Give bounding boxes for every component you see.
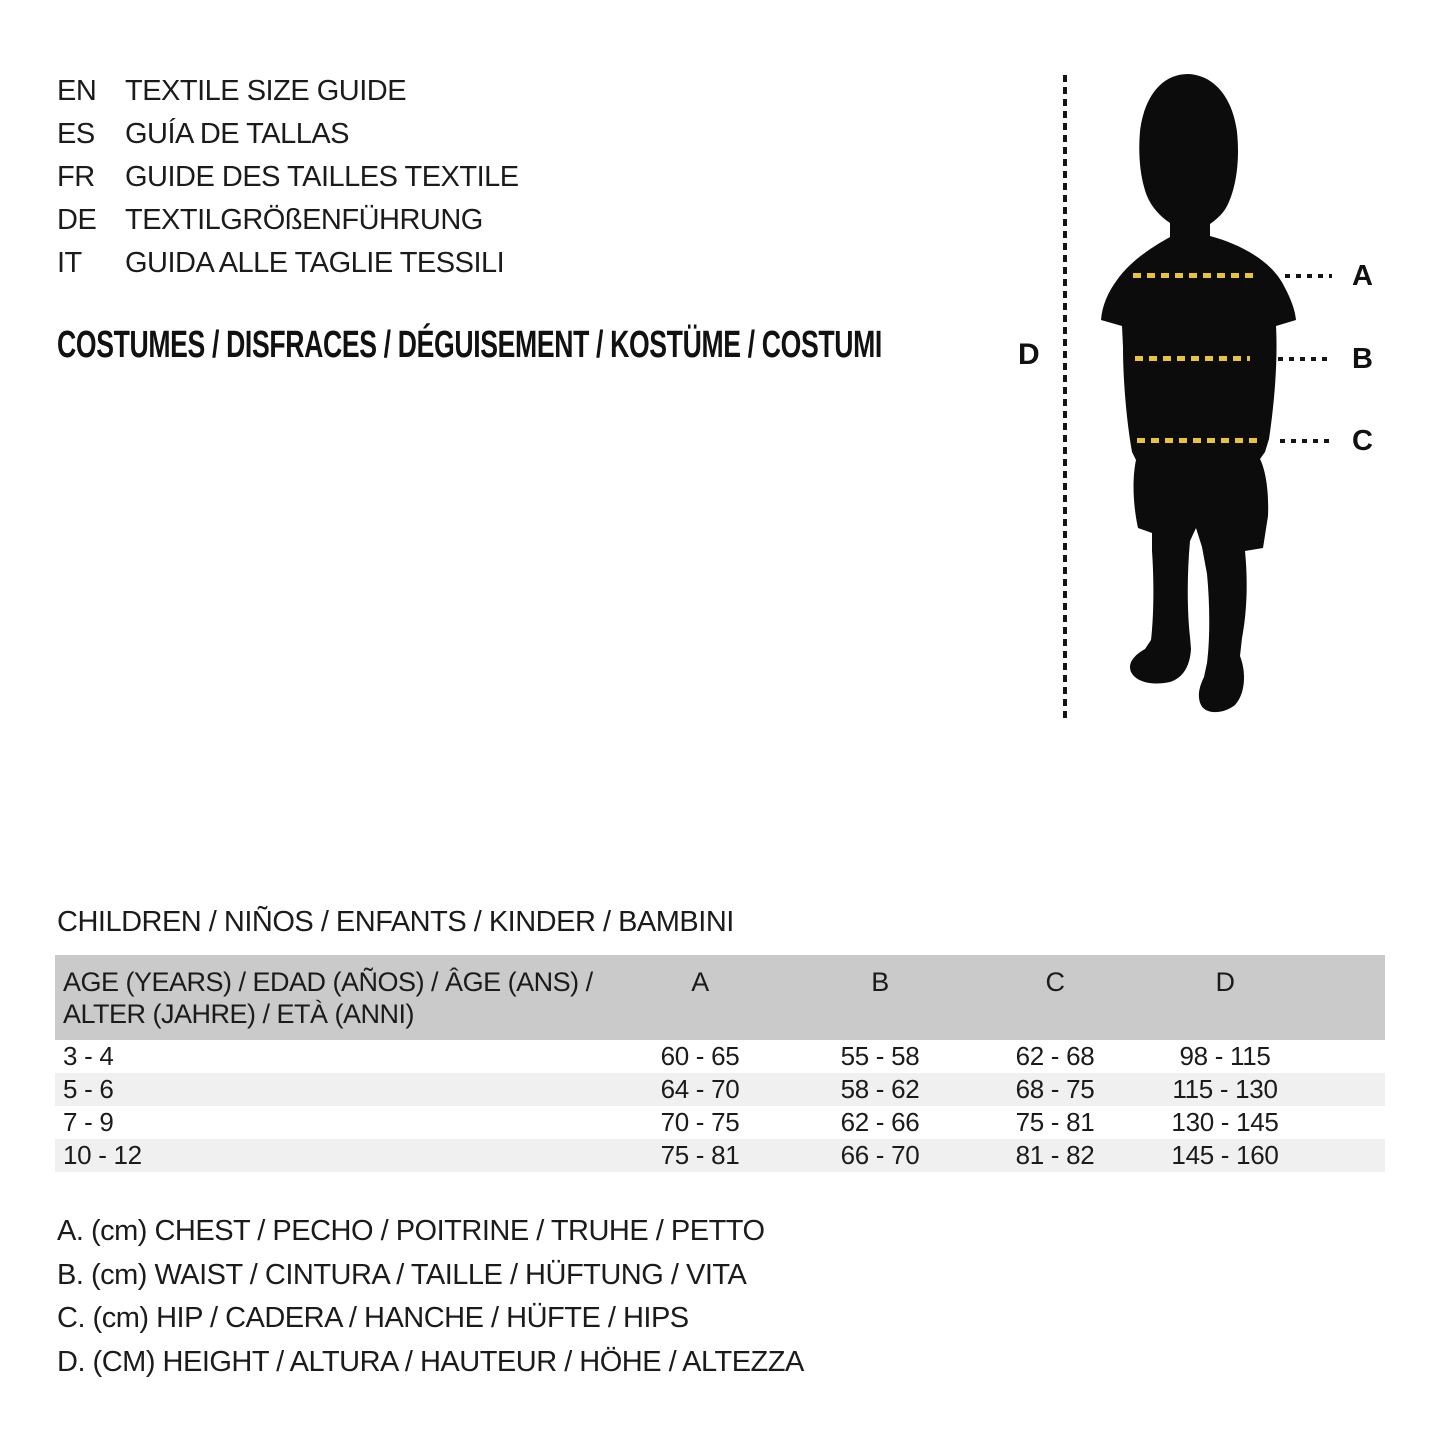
table-row: 7 - 9 70 - 75 62 - 66 75 - 81 130 - 145 — [55, 1106, 1385, 1139]
chest-value: 70 - 75 — [660, 1107, 740, 1137]
language-row: DE TEXTILGRÖßENFÜHRUNG — [57, 199, 519, 242]
language-title: GUIDA ALLE TAGLIE TESSILI — [125, 247, 505, 279]
language-row: EN TEXTILE SIZE GUIDE — [57, 70, 519, 113]
chest-value: 75 - 81 — [600, 1139, 800, 1172]
column-header-d: D — [1150, 955, 1300, 1040]
filler-cell — [1300, 1139, 1385, 1172]
age-cell: 5 - 6 — [55, 1073, 600, 1106]
waist-dash-line — [1135, 356, 1250, 361]
legend-line-waist: B. (cm) WAIST / CINTURA / TAILLE / HÜFTU… — [57, 1258, 747, 1291]
language-row: ES GUÍA DE TALLAS — [57, 113, 519, 156]
filler-cell — [1300, 1106, 1385, 1139]
waist-value: 62 - 66 — [840, 1107, 920, 1137]
filler-cell — [1300, 1073, 1385, 1106]
language-code: IT — [57, 247, 82, 279]
measure-label-b: B — [1352, 343, 1373, 375]
age-cell: 10 - 12 — [55, 1139, 600, 1172]
table-row: 3 - 4 60 - 65 55 - 58 62 - 68 98 - 115 — [55, 1040, 1385, 1073]
height-value: 130 - 145 — [1171, 1107, 1279, 1137]
column-header-filler — [1300, 955, 1385, 1040]
column-header-c: C — [960, 955, 1150, 1040]
language-row: FR GUIDE DES TAILLES TEXTILE — [57, 156, 519, 199]
table-header-row: AGE (YEARS) / EDAD (AÑOS) / ÂGE (ANS) / … — [55, 955, 1385, 1040]
hip-value: 68 - 75 — [960, 1073, 1150, 1106]
age-column-header: AGE (YEARS) / EDAD (AÑOS) / ÂGE (ANS) / … — [55, 955, 600, 1040]
filler-cell — [1300, 1040, 1385, 1073]
size-table: AGE (YEARS) / EDAD (AÑOS) / ÂGE (ANS) / … — [55, 955, 1385, 1172]
measure-label-c: C — [1352, 425, 1373, 457]
language-title: GUIDE DES TAILLES TEXTILE — [125, 161, 519, 193]
age-cell: 3 - 4 — [63, 1041, 114, 1071]
hip-value: 62 - 68 — [1015, 1041, 1095, 1071]
waist-value: 66 - 70 — [800, 1139, 960, 1172]
age-header-line2: ALTER (JAHRE) / ETÀ (ANNI) — [63, 999, 415, 1029]
legend-line-chest: A. (cm) CHEST / PECHO / POITRINE / TRUHE… — [57, 1215, 765, 1247]
legend-line-height: D. (CM) HEIGHT / ALTURA / HAUTEUR / HÖHE… — [57, 1345, 804, 1378]
height-value: 115 - 130 — [1150, 1073, 1300, 1106]
height-dotted-line — [1063, 75, 1067, 723]
measure-label-a: A — [1352, 260, 1373, 292]
measurement-figure: D A B C — [1000, 60, 1445, 750]
hip-value: 75 - 81 — [1015, 1107, 1095, 1137]
children-section-title: CHILDREN / NIÑOS / ENFANTS / KINDER / BA… — [57, 906, 734, 938]
language-title: TEXTILE SIZE GUIDE — [125, 75, 407, 107]
language-title: GUÍA DE TALLAS — [125, 118, 350, 150]
waist-value: 55 - 58 — [840, 1041, 920, 1071]
column-header-b: B — [800, 955, 960, 1040]
child-silhouette-image — [1101, 74, 1296, 713]
chest-value: 60 - 65 — [660, 1041, 740, 1071]
waist-value: 58 - 62 — [800, 1073, 960, 1106]
language-title: TEXTILGRÖßENFÜHRUNG — [125, 204, 483, 236]
table-row: 10 - 12 75 - 81 66 - 70 81 - 82 145 - 16… — [55, 1139, 1385, 1172]
language-code: FR — [57, 161, 95, 193]
legend-line-hip: C. (cm) HIP / CADERA / HANCHE / HÜFTE / … — [57, 1302, 689, 1334]
height-value: 98 - 115 — [1179, 1041, 1271, 1071]
age-header-line1: AGE (YEARS) / EDAD (AÑOS) / ÂGE (ANS) / — [63, 967, 593, 997]
language-code: EN — [57, 75, 97, 107]
chest-dash-line — [1133, 273, 1253, 278]
measure-label-d: D — [1018, 338, 1040, 371]
language-row: IT GUIDA ALLE TAGLIE TESSILI — [57, 242, 519, 285]
chest-connector-dots — [1285, 274, 1332, 278]
age-cell: 7 - 9 — [63, 1107, 114, 1137]
table-row: 5 - 6 64 - 70 58 - 62 68 - 75 115 - 130 — [55, 1073, 1385, 1106]
height-value: 145 - 160 — [1150, 1139, 1300, 1172]
hip-value: 81 - 82 — [960, 1139, 1150, 1172]
column-header-a: A — [600, 955, 800, 1040]
language-code: DE — [57, 204, 97, 236]
hip-connector-dots — [1280, 439, 1331, 443]
waist-connector-dots — [1278, 357, 1330, 361]
language-code: ES — [57, 118, 95, 150]
chest-value: 64 - 70 — [600, 1073, 800, 1106]
hip-dash-line — [1137, 438, 1258, 443]
measurement-legend: A. (cm) CHEST / PECHO / POITRINE / TRUHE… — [57, 1210, 804, 1384]
language-title-list: EN TEXTILE SIZE GUIDE ES GUÍA DE TALLAS … — [57, 70, 519, 285]
category-title: COSTUMES / DISFRACES / DÉGUISEMENT / KOS… — [57, 324, 882, 366]
